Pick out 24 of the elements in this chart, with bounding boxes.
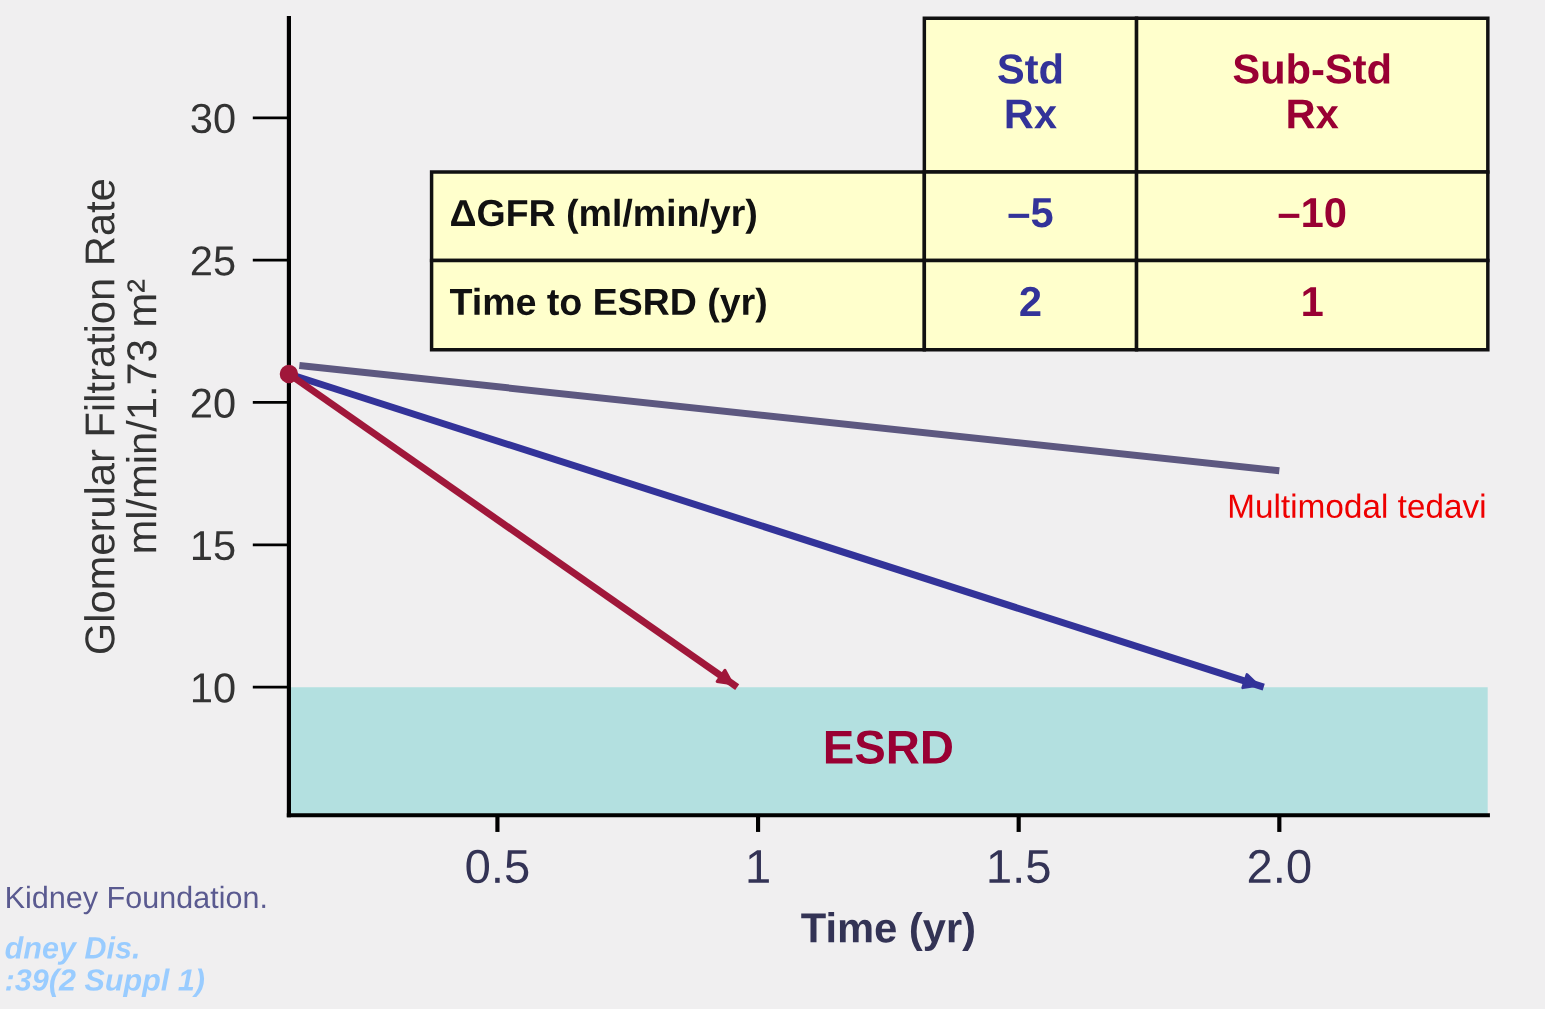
y-tick-label: 25 <box>191 246 235 276</box>
y-tick-label: 30 <box>191 103 235 134</box>
annotation: Sub-Std Rx <box>1233 53 1390 129</box>
x-axis-title: Time (yr) <box>801 912 974 951</box>
y-tick-label: 10 <box>192 673 235 703</box>
annotation: 1 <box>1303 287 1323 316</box>
annotation: –5 <box>1008 198 1053 228</box>
annotation: –10 <box>1278 197 1346 228</box>
text: dney Dis. <box>5 936 138 965</box>
y-tick-label: 20 <box>191 388 235 418</box>
annotation: 2 <box>1020 286 1041 316</box>
y-axis-title: Glomerular Filtration Rate ml/min/1.73 m² <box>84 180 157 654</box>
annotation: Time to ESRD (yr) <box>449 287 766 323</box>
annotation: Std Rx <box>998 53 1062 129</box>
text: Kidney Foundation. <box>7 885 266 915</box>
text: :39(2 Suppl 1) <box>5 968 205 997</box>
x-tick-label: 0.5 <box>466 849 529 884</box>
series-label: Multimodal tedavi <box>1229 493 1485 519</box>
band-label: ESRD <box>825 730 952 764</box>
x-tick-label: 1 <box>748 850 769 883</box>
x-tick-label: 1.5 <box>989 850 1050 884</box>
annotation: ΔGFR (ml/min/yr) <box>451 198 756 234</box>
x-tick-label: 2.0 <box>1248 849 1311 884</box>
y-tick-label: 15 <box>192 531 235 561</box>
